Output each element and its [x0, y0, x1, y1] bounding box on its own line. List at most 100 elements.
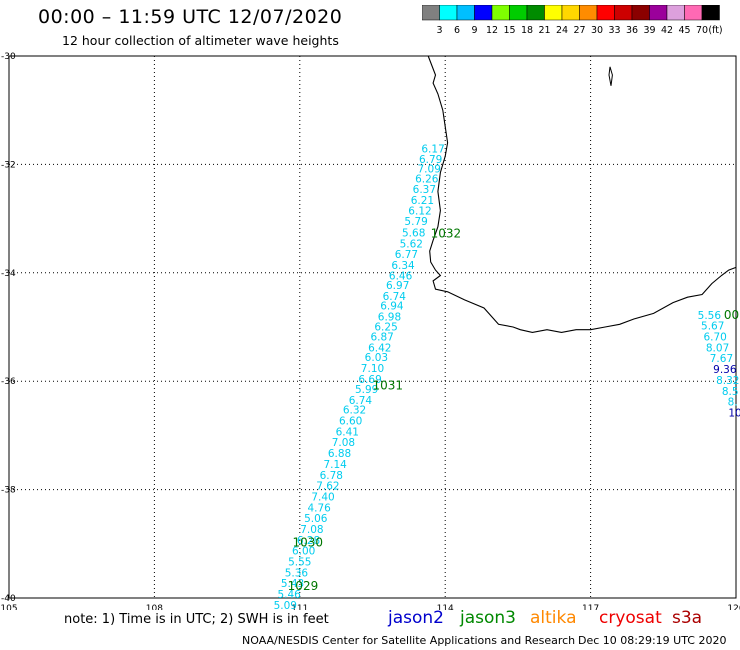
footer-note: note: 1) Time is in UTC; 2) SWH is in fe… [64, 612, 329, 627]
wave-height-value: 7.08 [332, 437, 355, 449]
mission-label-s3a: s3a [672, 608, 703, 628]
colorbar-label: 45 [678, 25, 690, 35]
colorbar-swatch [701, 5, 720, 21]
y-tick-label: -36 [1, 377, 16, 387]
wave-height-value: 6.74 [383, 291, 407, 303]
pass-time-label: 1031 [373, 378, 404, 392]
colorbar-label: 27 [573, 25, 585, 35]
colorbar-legend: 3 6 9 12 15 18 21 24 27 30 33 36 39 42 45 70 (ft) [422, 5, 723, 35]
wave-height-value: 8.5 [722, 386, 739, 398]
wave-height-value: 5.06 [304, 513, 328, 525]
wave-height-value: 6.28 [297, 535, 320, 547]
wave-height-value: 6.70 [703, 332, 726, 344]
wave-height-value: 9.36 [713, 364, 737, 376]
wave-height-value: 10 [728, 407, 740, 419]
colorbar-label: 30 [591, 25, 603, 35]
wave-height-value: 6.42 [368, 342, 391, 354]
wave-height-value: 5.55 [288, 556, 311, 568]
wave-height-value: 5.46 [277, 589, 301, 601]
credit-text: NOAA/NESDIS Center for Satellite Applica… [242, 634, 576, 647]
colorbar-label: 42 [661, 25, 673, 35]
colorbar-label: 21 [538, 25, 550, 35]
colorbar-label: 18 [521, 25, 533, 35]
wave-height-value: 6.03 [365, 352, 388, 364]
coastline [427, 55, 737, 333]
colorbar-unit: (ft) [708, 25, 722, 35]
x-tick-label: 111 [291, 604, 308, 610]
wave-height-value: 5.62 [400, 238, 423, 250]
mission-label-cryosat: cryosat [599, 608, 662, 628]
mission-label-altika: altika [530, 608, 577, 628]
wave-height-value: 5.43 [281, 578, 304, 590]
y-tick-label: -38 [1, 486, 16, 496]
x-tick-label: 117 [582, 604, 599, 610]
y-tick-label: -30 [1, 52, 16, 62]
wave-height-value: 5.67 [701, 321, 724, 333]
map-frame [8, 55, 737, 599]
island-outline [608, 66, 613, 86]
wave-height-value: 6.87 [370, 332, 393, 344]
pass-time-label: 1029 [288, 579, 319, 593]
y-tick-label: -34 [1, 269, 16, 279]
colorbar-label: 70 [696, 25, 708, 35]
y-tick-label: -32 [1, 160, 16, 170]
wave-height-value: 5.09 [274, 600, 297, 610]
wave-height-value: 6.00 [292, 546, 315, 558]
x-tick-label: 108 [146, 604, 163, 610]
mission-label-jason2: jason2 [388, 608, 444, 628]
x-tick-label: 120 [727, 604, 740, 610]
wave-height-value: 6.37 [413, 184, 436, 196]
wave-height-value: 6.46 [389, 270, 413, 282]
map-plot[interactable]: 105 108 111 114 117 120 -30 -32 -34 -36 -38 -40 6.17… [0, 0, 740, 610]
wave-height-value: 6.88 [328, 448, 351, 460]
colorbar-label: 6 [454, 25, 460, 35]
wave-height-value: 4.76 [307, 502, 331, 514]
wave-height-value: 5.56 [698, 310, 722, 322]
wave-height-value: 6.78 [320, 470, 343, 482]
colorbar-label: 9 [471, 25, 477, 35]
wave-height-value: 6.12 [408, 205, 431, 217]
wave-height-value: 7.10 [361, 363, 384, 375]
wave-height-value: 6.97 [386, 280, 409, 292]
pass-time-label: 1030 [293, 536, 324, 550]
y-tick-label: -40 [1, 594, 16, 604]
wave-height-value: 6.17 [421, 143, 444, 155]
colorbar-label: 39 [643, 25, 655, 35]
colorbar-label: 15 [503, 25, 515, 35]
wave-height-value: 7.08 [300, 524, 323, 536]
wave-height-value: 7.62 [316, 481, 339, 493]
wave-height-value: 5.36 [285, 567, 309, 579]
wave-height-value: 6.21 [411, 195, 434, 207]
wave-height-value: 6.77 [395, 249, 418, 261]
timestamp-text: Dec 10 08:29:19 UTC 2020 [578, 634, 727, 647]
colorbar-label: 36 [626, 25, 638, 35]
wave-height-value: 6.74 [349, 395, 373, 407]
wave-height-value: 6.32 [343, 405, 366, 417]
wave-height-value: 6.60 [339, 416, 362, 428]
colorbar-label: 12 [486, 25, 498, 35]
wave-height-value: 6.26 [415, 173, 439, 185]
colorbar-label: 24 [556, 25, 568, 35]
wave-height-value: 8.32 [716, 375, 739, 387]
mission-label-jason3: jason3 [460, 608, 516, 628]
wave-height-value: 7.67 [710, 353, 733, 365]
wave-height-value: 6.25 [374, 321, 397, 333]
wave-height-value: 5.99 [355, 384, 378, 396]
pass-time-label: 1032 [431, 227, 462, 241]
wave-height-value: 7.14 [323, 459, 347, 471]
wave-height-value: 8.07 [706, 342, 729, 354]
colorbar-label: 33 [608, 25, 620, 35]
page-subtitle: 12 hour collection of altimeter wave hei… [62, 33, 339, 48]
wave-height-value: 7.09 [418, 164, 441, 176]
wave-height-value: 8. [728, 397, 738, 409]
wave-height-value: 6.41 [336, 426, 359, 438]
wave-height-value: 6.94 [380, 301, 404, 313]
wave-height-value: 5.68 [402, 227, 425, 239]
colorbar-label: 3 [436, 25, 442, 35]
x-tick-label: 105 [0, 604, 17, 610]
wave-height-value: 7.40 [311, 491, 334, 503]
wave-height-value: 6.69 [358, 374, 381, 386]
wave-height-value: 6.34 [391, 260, 415, 272]
wave-height-value: 6.98 [378, 311, 401, 323]
page-title: 00:00 – 11:59 UTC 12/07/2020 [38, 6, 343, 28]
